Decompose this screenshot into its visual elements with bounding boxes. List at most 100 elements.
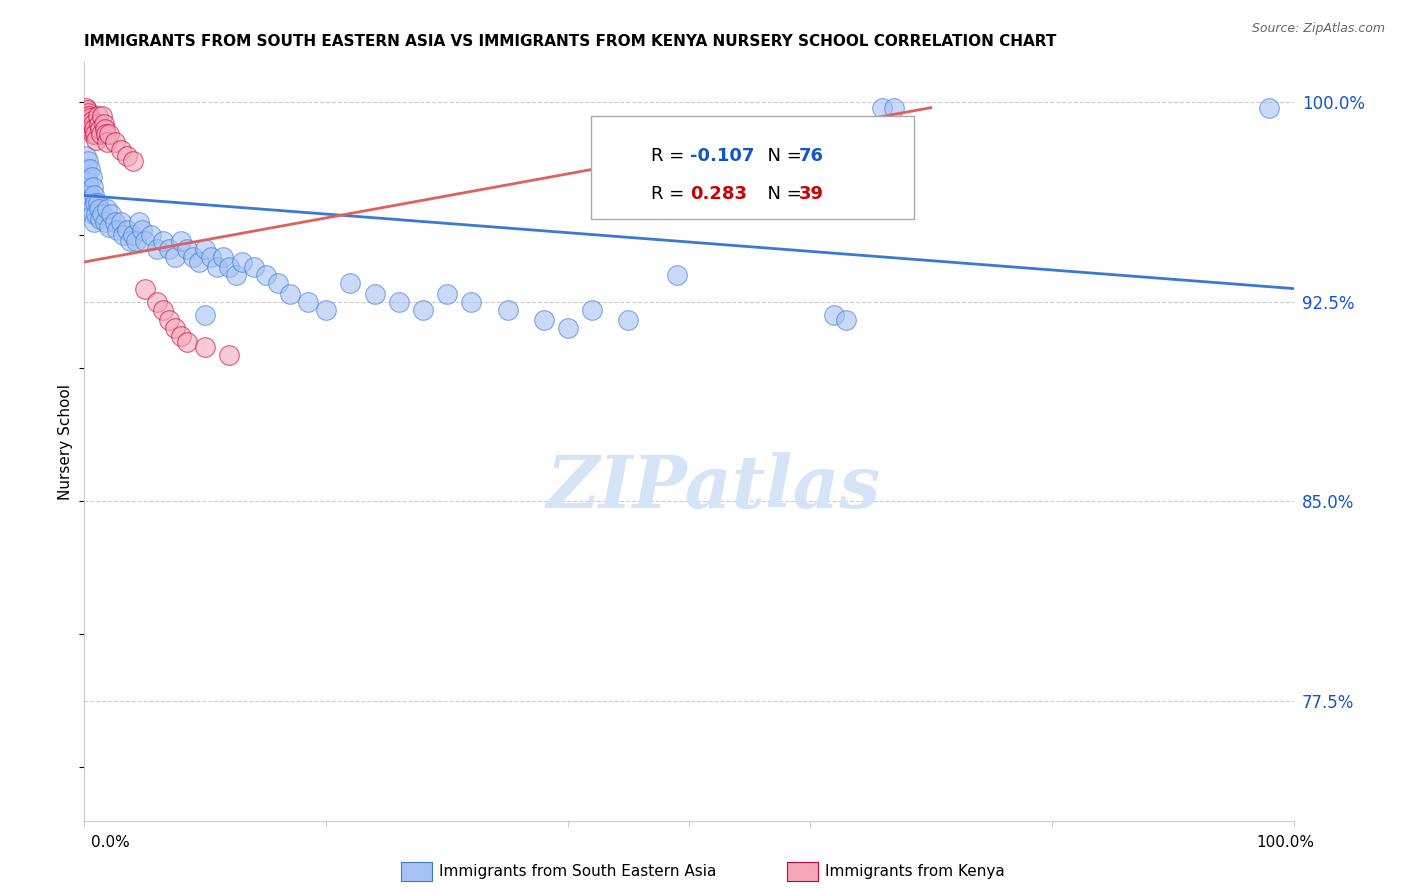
Point [363, 286, 385, 301]
Point [207, 260, 229, 275]
Point [84, 196, 107, 211]
Point [176, 334, 198, 349]
Point [80, 169, 103, 184]
Point [77, 106, 100, 120]
Point [91, 207, 114, 221]
Point [86, 109, 108, 123]
Point [77, 109, 100, 123]
Point [665, 268, 688, 283]
Text: Source: ZipAtlas.com: Source: ZipAtlas.com [1251, 22, 1385, 36]
Point [835, 313, 858, 327]
Point [93, 117, 115, 131]
Point [76, 169, 98, 184]
Point [75, 101, 97, 115]
Point [86, 196, 108, 211]
Point [165, 250, 187, 264]
Point [115, 223, 138, 237]
Point [82, 207, 104, 221]
Point [225, 268, 247, 283]
Point [76, 161, 98, 176]
Point [121, 153, 143, 168]
Point [76, 103, 98, 118]
Point [80, 114, 103, 128]
Text: Immigrants from Kenya: Immigrants from Kenya [825, 864, 1005, 879]
Point [134, 234, 156, 248]
Text: 39: 39 [799, 186, 824, 203]
Text: N =: N = [756, 186, 808, 203]
Point [80, 122, 103, 136]
Text: 76: 76 [799, 147, 824, 165]
Point [181, 250, 204, 264]
Point [131, 223, 153, 237]
Text: ZIPatlas: ZIPatlas [546, 451, 880, 523]
Text: Immigrants from South Eastern Asia: Immigrants from South Eastern Asia [439, 864, 716, 879]
Point [104, 135, 127, 149]
Point [170, 329, 193, 343]
Point [77, 175, 100, 189]
Point [77, 180, 100, 194]
Point [278, 286, 301, 301]
Point [436, 286, 458, 301]
Point [77, 188, 100, 202]
Point [339, 277, 361, 291]
Text: N =: N = [756, 147, 808, 165]
Y-axis label: Nursery School: Nursery School [58, 384, 73, 500]
Text: 0.283: 0.283 [690, 186, 748, 203]
Point [96, 135, 118, 149]
Point [87, 117, 110, 131]
Point [134, 282, 156, 296]
Point [76, 109, 98, 123]
Point [218, 260, 240, 275]
Point [112, 228, 135, 243]
Point [146, 242, 169, 256]
Point [194, 242, 217, 256]
Point [82, 180, 104, 194]
Point [496, 302, 519, 317]
Point [104, 215, 127, 229]
Point [146, 294, 169, 309]
Point [97, 220, 120, 235]
Point [581, 302, 603, 317]
Point [412, 302, 434, 317]
Point [96, 202, 118, 216]
Point [105, 223, 128, 237]
Point [388, 294, 411, 309]
Point [315, 302, 337, 317]
Point [86, 207, 108, 221]
Point [97, 128, 120, 142]
Point [254, 268, 277, 283]
Point [200, 250, 222, 264]
Point [617, 313, 640, 327]
Point [82, 128, 104, 142]
Point [188, 255, 211, 269]
Point [77, 153, 100, 168]
Point [242, 260, 264, 275]
Point [120, 234, 142, 248]
Point [1258, 101, 1281, 115]
Text: 100.0%: 100.0% [1257, 836, 1315, 850]
Point [110, 143, 132, 157]
Point [157, 313, 180, 327]
Point [89, 212, 111, 227]
Point [77, 117, 100, 131]
Point [176, 242, 198, 256]
Point [91, 109, 114, 123]
Point [80, 202, 103, 216]
Point [83, 122, 105, 136]
Point [267, 277, 290, 291]
Point [79, 122, 101, 136]
Point [87, 202, 110, 216]
Point [83, 215, 105, 229]
Text: R =: R = [651, 147, 690, 165]
Point [94, 128, 117, 142]
Point [110, 215, 132, 229]
Point [94, 122, 117, 136]
Point [94, 215, 117, 229]
Point [90, 128, 112, 142]
Point [533, 313, 555, 327]
Point [883, 101, 905, 115]
Point [152, 234, 174, 248]
Text: 0.0%: 0.0% [91, 836, 131, 850]
Point [121, 228, 143, 243]
Point [84, 128, 107, 142]
